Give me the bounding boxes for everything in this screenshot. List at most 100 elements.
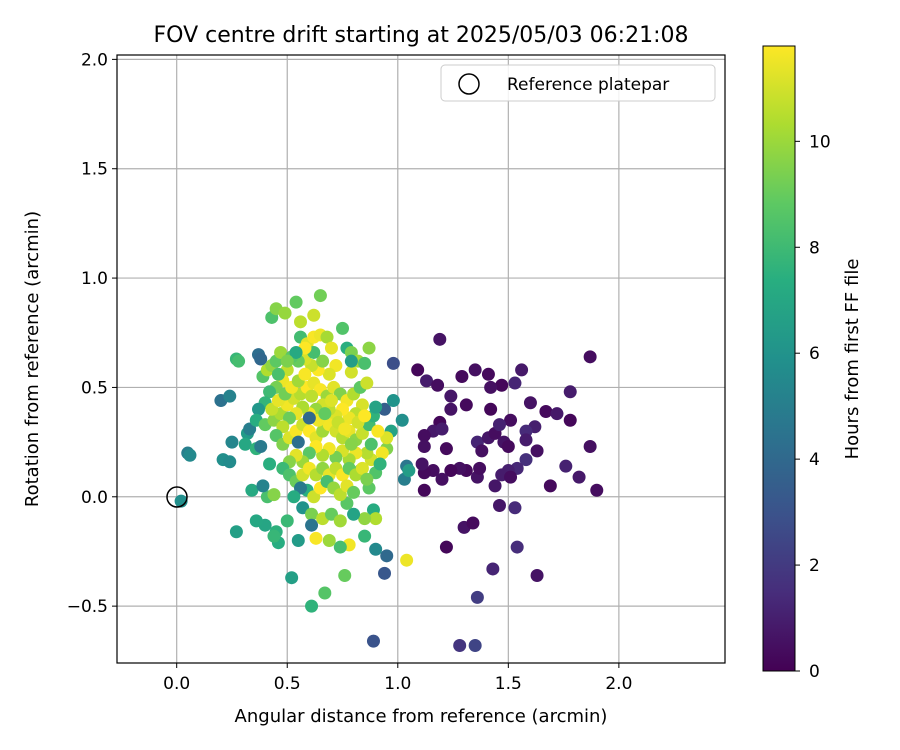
data-point (400, 553, 414, 567)
data-point (417, 429, 431, 443)
data-point (435, 472, 449, 486)
data-point (322, 367, 336, 381)
data-point (320, 330, 334, 344)
legend-entry-label: Reference platepar (507, 75, 669, 95)
data-point (263, 385, 277, 399)
data-point (245, 483, 259, 497)
data-point (360, 472, 374, 486)
data-point (515, 363, 529, 377)
data-point (358, 529, 372, 543)
data-point (267, 488, 281, 502)
data-point (523, 396, 537, 410)
y-tick-label: 1.0 (81, 269, 108, 289)
colorbar-tick-label: 2 (809, 556, 820, 576)
y-tick-label: 2.0 (81, 50, 108, 70)
gridlines (117, 55, 725, 663)
data-point (280, 514, 294, 528)
data-point (519, 433, 533, 447)
x-axis-ticks: 0.0 0.5 1.0 1.5 2.0 (163, 663, 632, 694)
data-point (444, 464, 458, 478)
data-point (289, 295, 303, 309)
data-point (466, 516, 480, 530)
data-point (333, 540, 347, 554)
data-point (373, 457, 387, 471)
x-tick-label: 0.0 (163, 674, 190, 694)
data-point (223, 389, 237, 403)
chart-title: FOV centre drift starting at 2025/05/03 … (154, 23, 689, 48)
y-tick-label: 0.0 (81, 488, 108, 508)
data-point (324, 341, 338, 355)
data-point (380, 431, 394, 445)
data-point (344, 354, 358, 368)
data-point (362, 341, 376, 355)
data-point (267, 529, 281, 543)
data-point (251, 402, 265, 416)
data-point (453, 639, 467, 653)
data-point (378, 566, 392, 580)
colorbar-label: Hours from first FF file (842, 259, 863, 460)
data-point (280, 354, 294, 368)
data-point (355, 461, 369, 475)
data-point (417, 439, 431, 453)
data-point (232, 354, 246, 368)
data-point (543, 479, 557, 493)
data-point (444, 389, 458, 403)
data-point (305, 518, 319, 532)
data-point (366, 634, 380, 648)
data-point (583, 439, 597, 453)
colorbar: 0 2 4 6 8 10 Hours from first FF file (762, 45, 863, 682)
data-point (305, 507, 319, 521)
data-point (501, 439, 515, 453)
data-point (559, 459, 573, 473)
data-point (563, 413, 577, 427)
data-point (298, 367, 312, 381)
data-point (183, 448, 197, 462)
data-point (254, 439, 268, 453)
data-point (386, 394, 400, 408)
reference-platepar-marker (166, 486, 188, 508)
data-point (519, 453, 533, 467)
data-point (369, 542, 383, 556)
data-point (439, 442, 453, 456)
colorbar-gradient (762, 45, 796, 672)
data-point (386, 356, 400, 370)
colorbar-tick-label: 6 (809, 344, 820, 364)
data-point (285, 571, 299, 585)
data-point (344, 365, 358, 379)
data-point (369, 400, 383, 414)
data-point (439, 540, 453, 554)
data-point (254, 352, 268, 366)
data-point (488, 479, 502, 493)
data-point (583, 350, 597, 364)
data-point (291, 435, 305, 449)
y-axis-label: Rotation from reference (arcmin) (22, 211, 43, 507)
data-point (256, 479, 270, 493)
data-point (530, 569, 544, 583)
data-point (455, 369, 469, 383)
data-point (484, 380, 498, 394)
data-point (504, 413, 518, 427)
data-point (318, 407, 332, 421)
plot-frame (116, 54, 726, 664)
data-point (360, 376, 374, 390)
x-tick-label: 1.5 (495, 674, 522, 694)
data-point (495, 378, 509, 392)
x-tick-label: 1.0 (384, 674, 411, 694)
data-point (508, 501, 522, 515)
data-point (238, 437, 252, 451)
data-point (347, 485, 361, 499)
data-point (358, 409, 372, 423)
legend-box (440, 64, 716, 102)
data-point (563, 385, 577, 399)
data-point (296, 501, 310, 515)
data-point (459, 398, 473, 412)
data-point (371, 424, 385, 438)
data-point (492, 499, 506, 513)
data-point (539, 404, 553, 418)
data-point (263, 457, 277, 471)
data-point (287, 490, 301, 504)
data-point (278, 306, 292, 320)
data-point (504, 470, 518, 484)
data-point (305, 599, 319, 613)
